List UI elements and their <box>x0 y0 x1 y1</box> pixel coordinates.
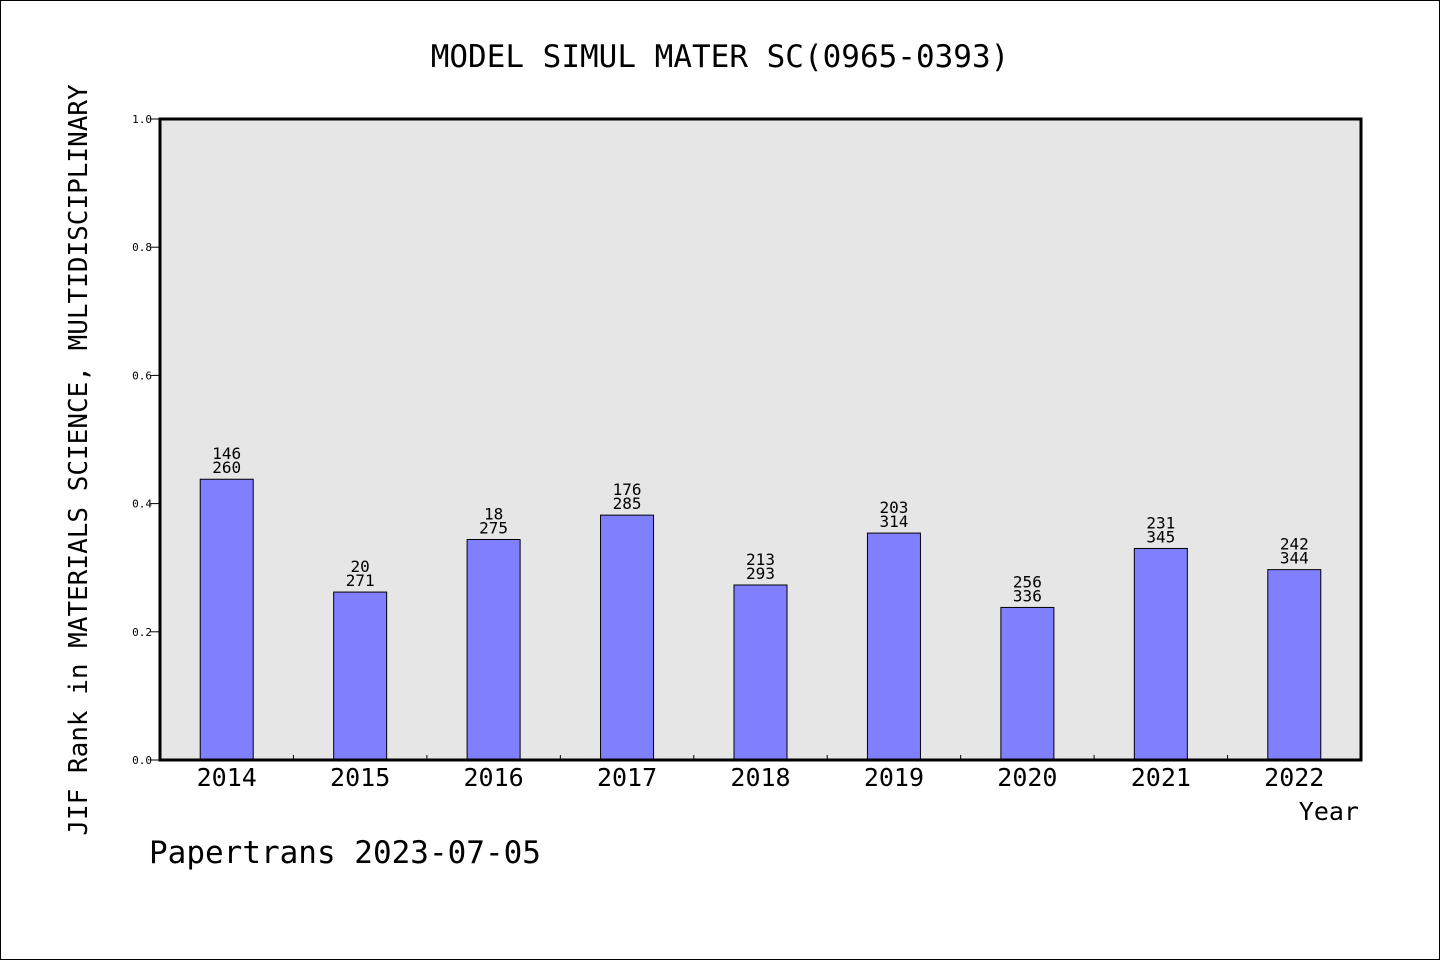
footer-text: Papertrans 2023-07-05 <box>149 835 541 871</box>
x-tick-label: 2016 <box>464 763 524 792</box>
bar-rank-label: 18 <box>484 504 503 523</box>
bar-2018 <box>733 584 788 761</box>
bar-total-label: 293 <box>746 564 775 583</box>
bar-rank-label: 176 <box>613 480 642 499</box>
bar-rank-label: 20 <box>351 557 370 576</box>
x-tick-label: 2017 <box>597 763 657 792</box>
bar-2021 <box>1133 547 1188 761</box>
bars-group <box>199 478 1322 761</box>
x-tick-label: 2019 <box>864 763 924 792</box>
bar-total-label: 344 <box>1280 549 1309 568</box>
x-tick-label: 2014 <box>197 763 257 792</box>
bar-2020 <box>1000 606 1055 761</box>
y-tick-label: 1.0 <box>132 113 152 126</box>
x-axis-ticks: 2014 2015 2016 2017 2018 2019 2020 2021 2022 <box>197 755 1324 792</box>
x-axis-label: Year <box>1299 797 1359 826</box>
y-tick-label: 0.4 <box>132 498 152 511</box>
bar-total-label: 285 <box>613 494 642 513</box>
x-tick-label: 2015 <box>330 763 390 792</box>
y-axis-ticks: 0.0 0.2 0.4 0.6 0.8 1.0 <box>132 113 160 767</box>
bar-rank-label: 242 <box>1280 535 1309 554</box>
bar-rank-label: 231 <box>1146 513 1175 532</box>
bar-rank-label: 256 <box>1013 572 1042 591</box>
y-axis-label: JIF Rank in MATERIALS SCIENCE, MULTIDISC… <box>64 84 94 836</box>
bar-2015 <box>333 591 388 761</box>
y-tick-label: 0.8 <box>132 241 152 254</box>
x-tick-label: 2022 <box>1264 763 1324 792</box>
bar-total-label: 271 <box>346 571 375 590</box>
y-tick-label: 0.0 <box>132 754 152 767</box>
bar-rank-label: 213 <box>746 550 775 569</box>
y-tick-label: 0.6 <box>132 369 152 382</box>
x-tick-label: 2018 <box>730 763 790 792</box>
bar-total-label: 336 <box>1013 586 1042 605</box>
x-tick-label: 2020 <box>997 763 1057 792</box>
bar-2014 <box>199 478 254 761</box>
bar-2016 <box>466 538 521 761</box>
bar-rank-label: 203 <box>879 498 908 517</box>
chart-title: MODEL SIMUL MATER SC(0965-0393) <box>431 39 1010 75</box>
bar-2017 <box>600 514 655 761</box>
plot-border <box>158 117 1363 762</box>
bar-total-label: 275 <box>479 518 508 537</box>
bar-total-label: 345 <box>1146 527 1175 546</box>
bar-total-label: 260 <box>212 458 241 477</box>
bar-total-label: 314 <box>879 512 908 531</box>
bar-rank-label: 146 <box>212 444 241 463</box>
x-tick-label: 2021 <box>1131 763 1191 792</box>
bar-2022 <box>1267 569 1322 761</box>
y-tick-label: 0.2 <box>132 626 152 639</box>
bar-2019 <box>866 532 921 761</box>
